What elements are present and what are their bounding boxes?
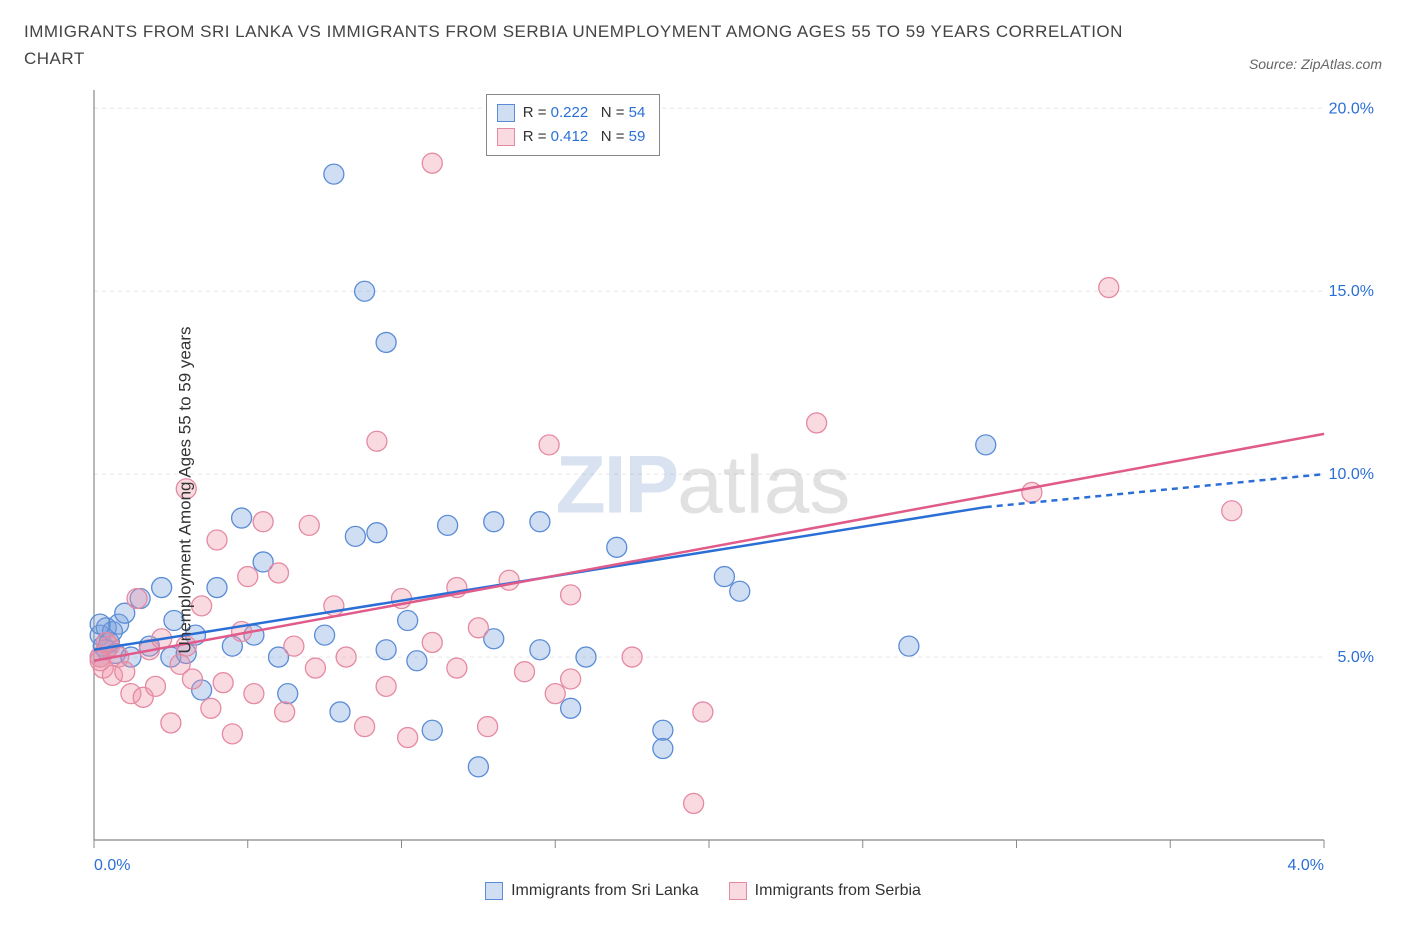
legend-label: Immigrants from Sri Lanka <box>511 882 699 900</box>
source-label: Source: ZipAtlas.com <box>1249 56 1382 72</box>
svg-text:20.0%: 20.0% <box>1329 101 1374 118</box>
svg-text:0.0%: 0.0% <box>94 857 130 874</box>
svg-text:5.0%: 5.0% <box>1338 649 1374 666</box>
bottom-legend-sri_lanka: Immigrants from Sri Lanka <box>485 882 699 900</box>
legend-label: Immigrants from Serbia <box>755 882 921 900</box>
y-axis-label: Unemployment Among Ages 55 to 59 years <box>175 327 195 654</box>
svg-text:4.0%: 4.0% <box>1288 857 1324 874</box>
legend-row-serbia: R = 0.412 N = 59 <box>497 125 646 149</box>
svg-text:15.0%: 15.0% <box>1329 284 1374 301</box>
bottom-legend-serbia: Immigrants from Serbia <box>729 882 921 900</box>
legend-swatch <box>729 882 747 900</box>
chart-svg: 5.0% 10.0% 15.0% 20.0% 0.0% 4.0% <box>24 80 1382 900</box>
legend-swatch <box>485 882 503 900</box>
page-title: IMMIGRANTS FROM SRI LANKA VS IMMIGRANTS … <box>24 18 1124 72</box>
legend-swatch <box>497 104 515 122</box>
correlation-chart: Unemployment Among Ages 55 to 59 years 5… <box>24 80 1382 900</box>
svg-text:10.0%: 10.0% <box>1329 467 1374 484</box>
bottom-legend: Immigrants from Sri Lanka Immigrants from… <box>24 882 1382 900</box>
legend-box: R = 0.222 N = 54R = 0.412 N = 59 <box>486 94 661 156</box>
legend-swatch <box>497 128 515 146</box>
legend-row-sri_lanka: R = 0.222 N = 54 <box>497 101 646 125</box>
